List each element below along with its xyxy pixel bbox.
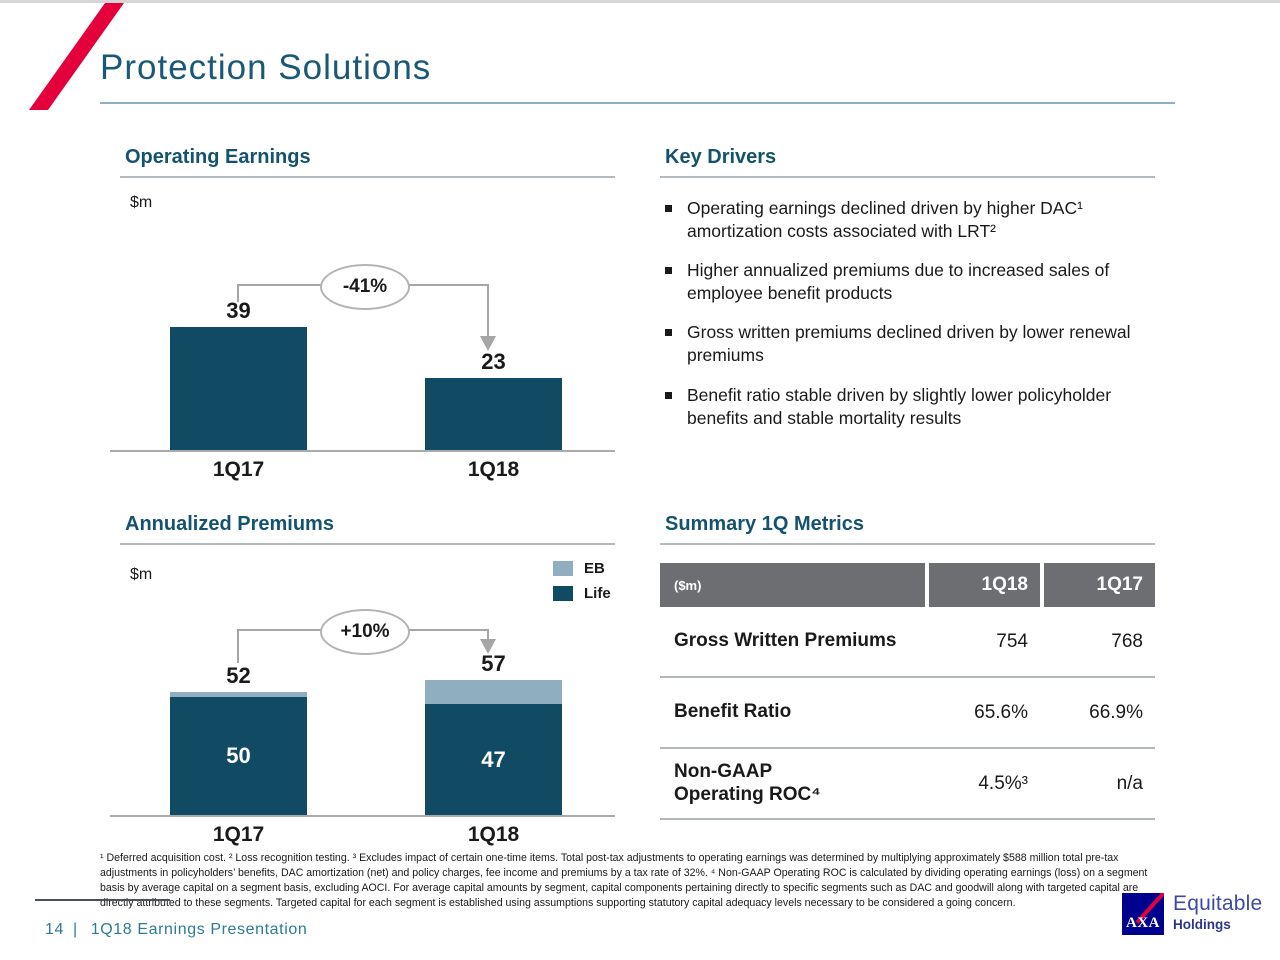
annualized-premiums-heading: Annualized Premiums bbox=[125, 513, 334, 535]
segment-value-label: 50 bbox=[226, 743, 251, 768]
bullet-text: Gross written premiums declined driven b… bbox=[687, 322, 1131, 366]
category-label: 1Q18 bbox=[467, 823, 520, 846]
total-value-label: 52 bbox=[226, 663, 251, 688]
footer-rule bbox=[35, 899, 170, 901]
bullet-text: Higher annualized premiums due to increa… bbox=[687, 260, 1110, 304]
bullet-square-icon bbox=[665, 267, 672, 275]
eb-segment bbox=[170, 692, 307, 697]
key-drivers-heading: Key Drivers bbox=[665, 146, 777, 168]
summary-metrics-table: ($m) 1Q18 1Q17 Gross Written Premiums 754 76… bbox=[660, 563, 1155, 820]
legend-label: EB bbox=[584, 560, 605, 577]
brand-name-block: Equitable Holdings bbox=[1173, 893, 1262, 932]
brand-name: Equitable bbox=[1173, 892, 1263, 915]
metrics-header-cell: 1Q17 bbox=[1044, 563, 1155, 607]
x-axis-line bbox=[110, 450, 615, 452]
metric-label: Benefit Ratio bbox=[674, 701, 792, 723]
key-driver-bullet: Higher annualized premiums due to increa… bbox=[663, 259, 1163, 305]
total-value-label: 57 bbox=[481, 651, 506, 676]
eb-segment bbox=[425, 680, 562, 704]
section-rule bbox=[660, 543, 1155, 545]
page-number: 14 bbox=[45, 921, 64, 938]
legend-item-eb: EB bbox=[553, 560, 611, 577]
change-badge: +10% bbox=[320, 609, 410, 655]
bullet-square-icon bbox=[665, 391, 672, 399]
metric-value: 65.6% bbox=[974, 701, 1028, 723]
life-segment: 50 bbox=[170, 697, 307, 815]
metrics-table-body: Gross Written Premiums 754 768 Benefit Rati… bbox=[660, 607, 1155, 820]
footer: 14 | 1Q18 Earnings Presentation bbox=[45, 921, 307, 939]
metrics-header-cell: ($m) bbox=[660, 563, 925, 607]
metrics-row: Non-GAAP Operating ROC⁴ 4.5%³ n/a bbox=[660, 749, 1155, 820]
company-logo: AXA Equitable Holdings bbox=[1122, 893, 1262, 935]
top-edge-rule bbox=[0, 0, 1280, 3]
key-driver-bullet: Benefit ratio stable driven by slightly … bbox=[663, 384, 1163, 430]
section-rule bbox=[660, 176, 1155, 178]
metric-value: 754 bbox=[996, 630, 1028, 652]
metric-value: 66.9% bbox=[1089, 701, 1143, 723]
annualized-premiums-legend: EB Life bbox=[553, 560, 611, 602]
axa-logo-text: AXA bbox=[1126, 915, 1160, 931]
stacked-bar-group-1Q18: 57 47 1Q18 bbox=[425, 555, 562, 846]
bar-value-label: 39 bbox=[226, 298, 251, 323]
bullet-square-icon bbox=[665, 329, 672, 337]
legend-label: Life bbox=[584, 585, 611, 602]
bar-value-label: 23 bbox=[481, 349, 506, 374]
unit-label: $m bbox=[130, 566, 153, 583]
metric-label: Gross Written Premiums bbox=[674, 630, 897, 652]
annualized-premiums-chart: +10% 52 50 1Q17 57 47 1Q18 bbox=[110, 555, 615, 855]
operating-earnings-heading: Operating Earnings bbox=[125, 146, 311, 168]
page-title: Protection Solutions bbox=[100, 48, 432, 87]
category-label: 1Q17 bbox=[212, 458, 265, 481]
bar bbox=[425, 378, 562, 450]
metrics-row: Gross Written Premiums 754 768 bbox=[660, 607, 1155, 678]
brand-subname: Holdings bbox=[1173, 917, 1231, 932]
category-label: 1Q17 bbox=[212, 823, 265, 846]
axa-logo-icon: AXA bbox=[1122, 893, 1164, 935]
metric-value: n/a bbox=[1116, 772, 1143, 794]
metric-value: 768 bbox=[1111, 630, 1143, 652]
x-axis-line bbox=[110, 815, 615, 817]
title-rule bbox=[100, 102, 1175, 104]
footer-divider: | bbox=[73, 921, 78, 938]
footer-label: 1Q18 Earnings Presentation bbox=[90, 921, 308, 938]
summary-metrics-heading: Summary 1Q Metrics bbox=[665, 513, 864, 535]
change-badge: -41% bbox=[320, 264, 410, 310]
operating-earnings-chart: -41% 39 1Q17 23 1Q18 bbox=[110, 190, 615, 490]
bar-group-1Q18: 23 1Q18 bbox=[425, 190, 562, 481]
unit-label: $m bbox=[130, 194, 153, 211]
segment-value-label: 47 bbox=[481, 746, 506, 772]
category-label: 1Q18 bbox=[467, 458, 520, 481]
bullet-text: Benefit ratio stable driven by slightly … bbox=[687, 384, 1112, 428]
metric-label: Non-GAAP Operating ROC⁴ bbox=[674, 760, 821, 805]
legend-swatch bbox=[553, 586, 573, 601]
bullet-text: Operating earnings declined driven by hi… bbox=[687, 198, 1083, 242]
section-rule bbox=[120, 176, 615, 178]
bar-group-1Q17: 39 1Q17 bbox=[170, 190, 307, 481]
metrics-table-header: ($m) 1Q18 1Q17 bbox=[660, 563, 1155, 607]
bullet-square-icon bbox=[665, 205, 672, 212]
key-drivers-list: Operating earnings declined driven by hi… bbox=[663, 197, 1163, 430]
metric-value: 4.5%³ bbox=[978, 772, 1028, 794]
legend-swatch bbox=[553, 561, 573, 576]
life-segment: 47 bbox=[425, 704, 562, 815]
metrics-row: Benefit Ratio 65.6% 66.9% bbox=[660, 678, 1155, 749]
bar bbox=[170, 327, 307, 450]
legend-item-life: Life bbox=[553, 585, 611, 602]
key-driver-bullet: Operating earnings declined driven by hi… bbox=[663, 197, 1163, 243]
section-rule bbox=[120, 543, 615, 545]
stacked-bar-group-1Q17: 52 50 1Q17 bbox=[170, 555, 307, 846]
key-driver-bullet: Gross written premiums declined driven b… bbox=[663, 321, 1163, 367]
metrics-header-cell: 1Q18 bbox=[929, 563, 1040, 607]
footnotes: ¹ Deferred acquisition cost. ² Loss reco… bbox=[100, 852, 1148, 910]
red-slash-icon bbox=[29, 3, 124, 110]
